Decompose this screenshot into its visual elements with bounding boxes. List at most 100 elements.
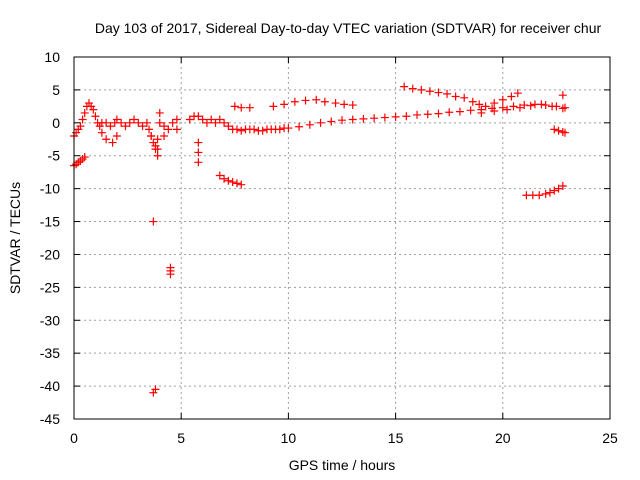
data-point [423,110,432,119]
data-points [70,82,569,397]
data-point [198,115,207,124]
data-point [172,125,181,134]
data-point [215,115,224,124]
data-point [425,87,434,96]
data-point [172,115,181,124]
data-point [526,101,535,110]
data-point [121,122,130,131]
data-point [80,108,89,117]
data-point [211,118,220,127]
data-point [89,105,98,114]
data-point [535,191,544,200]
chart-title: Day 103 of 2017, Sidereal Day-to-day VTE… [95,20,602,36]
data-point [338,116,346,125]
data-point [194,148,203,157]
data-point [295,122,304,131]
y-tick-label: -40 [40,378,60,394]
data-point [541,101,550,110]
data-point [400,82,409,91]
data-point [558,91,567,100]
data-point [554,126,563,135]
data-point [102,118,111,127]
data-point [230,102,239,111]
data-point [228,178,237,187]
y-tick-label: -45 [40,411,60,427]
y-tick-label: -25 [40,279,60,295]
data-point [554,184,563,193]
data-point [468,97,477,106]
data-point [558,128,567,137]
data-point [155,118,164,127]
data-point [160,131,169,140]
data-point [194,112,203,121]
data-point [155,108,164,117]
data-point [359,114,368,123]
data-point [194,158,203,167]
data-point [481,102,490,111]
data-point [215,171,224,180]
x-tick-label: 15 [388,430,404,446]
data-point [312,95,321,104]
data-point [237,103,246,112]
data-point [331,99,340,108]
y-tick-label: 5 [52,82,60,98]
data-point [245,103,254,112]
data-point [117,118,126,127]
data-point [224,176,233,185]
data-point [207,115,216,124]
data-point [477,108,486,117]
data-point [275,125,284,134]
data-point [305,120,314,129]
y-tick-label: -5 [48,148,61,164]
data-point [112,131,121,140]
data-point [460,93,469,102]
data-point [151,385,160,394]
data-point [232,179,241,188]
data-point [320,97,329,106]
data-point [220,118,229,127]
data-point [108,138,117,147]
data-point [475,100,484,109]
y-tick-label: -30 [40,312,60,328]
y-tick-label: -15 [40,214,60,230]
data-point [224,122,233,131]
data-point [258,126,267,135]
data-point [498,95,507,104]
data-point [434,88,443,97]
data-point [466,106,475,115]
data-point [130,115,139,124]
grid [74,57,610,419]
data-point [509,102,518,111]
y-tick-label: 10 [44,49,60,65]
data-point [290,97,299,106]
y-tick-label: -20 [40,246,60,262]
data-point [280,100,289,109]
data-point [545,188,554,197]
data-point [194,138,203,147]
y-tick-label: -35 [40,345,60,361]
data-point [142,118,151,127]
data-point [102,135,111,144]
data-point [490,106,499,115]
data-point [560,128,569,137]
data-point [558,104,567,113]
data-point [237,126,246,135]
x-tick-label: 10 [281,430,297,446]
data-point [250,125,259,134]
data-point [498,103,507,112]
data-point [237,180,246,189]
data-point [408,84,417,93]
y-axis-label: SDTVAR / TECUs [7,182,23,294]
data-point [91,112,100,121]
data-point [402,112,411,121]
data-point [413,110,422,119]
data-point [151,141,160,150]
data-point [138,122,147,131]
data-point [443,89,452,98]
x-tick-label: 5 [177,430,185,446]
data-point [550,186,559,195]
data-point [507,92,516,101]
data-point [537,100,546,109]
data-point [78,115,87,124]
x-tick-label: 0 [70,430,78,446]
